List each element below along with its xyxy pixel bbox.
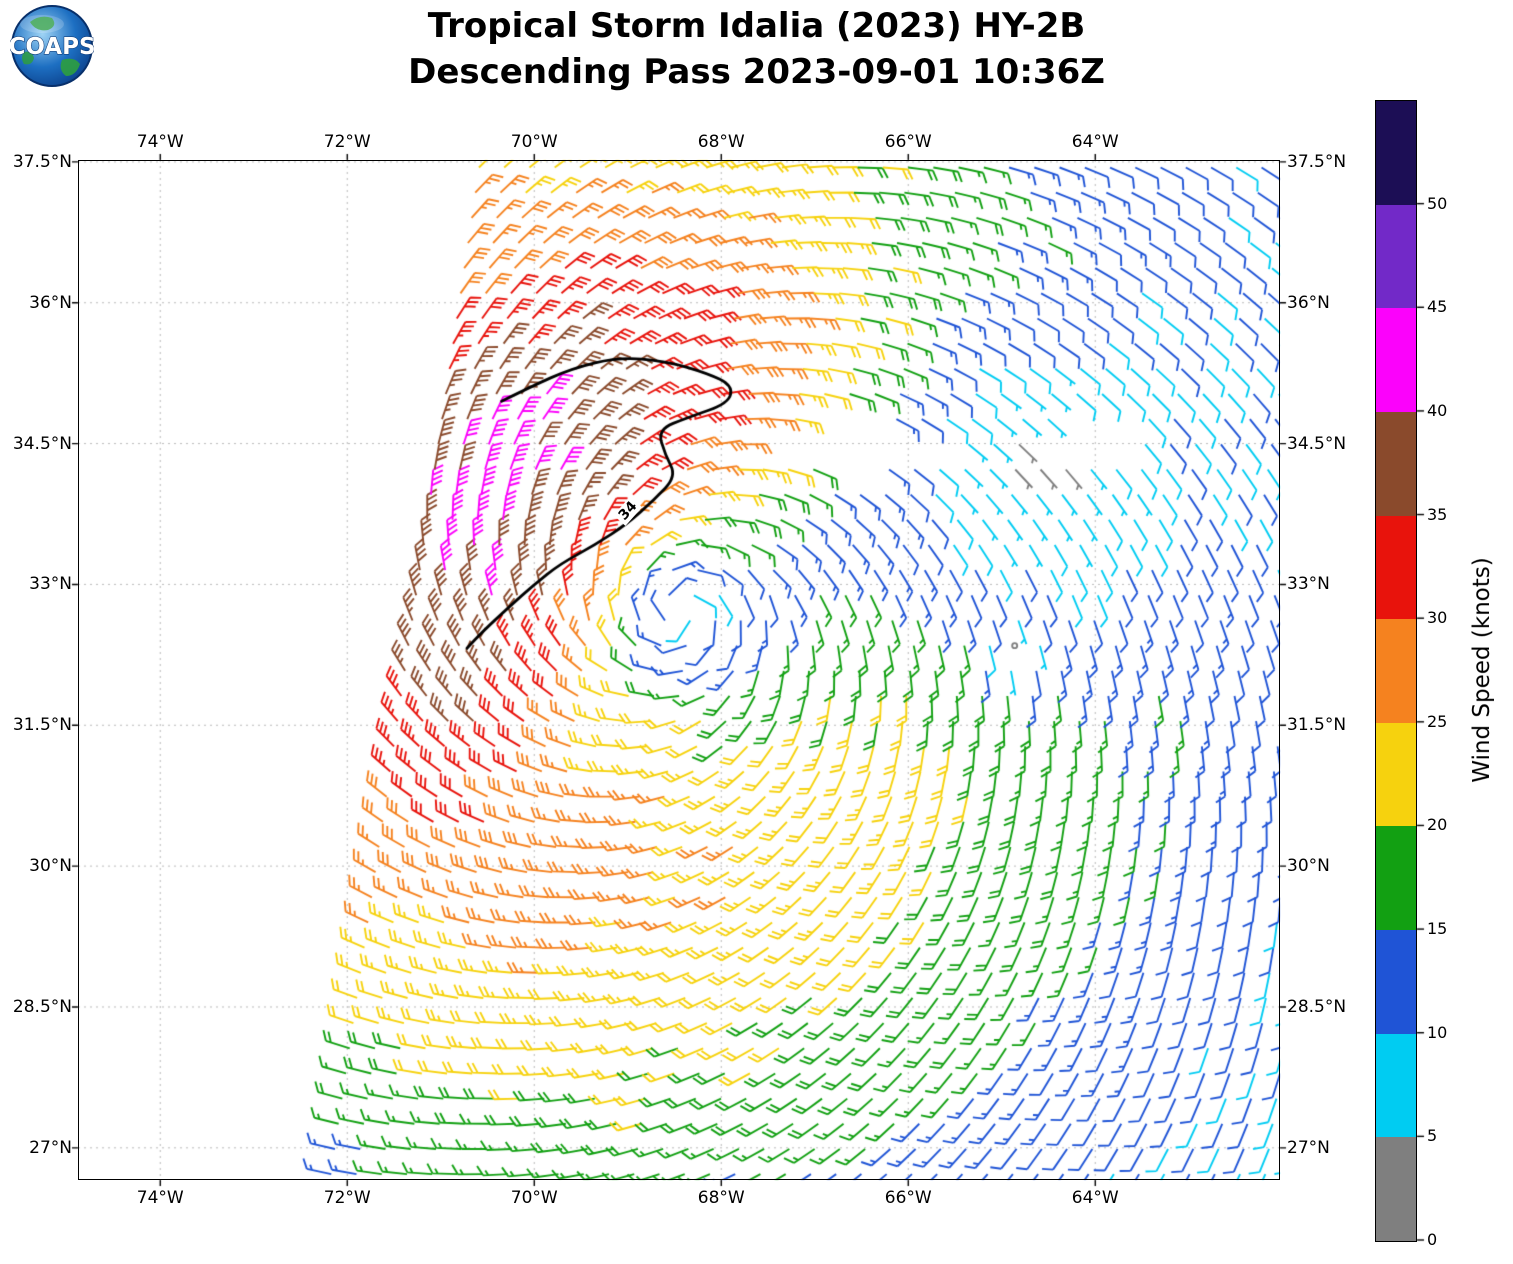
colorbar-segment-0-5 — [1376, 1137, 1416, 1242]
lon-tick-label-top: 66°W — [884, 132, 932, 152]
lon-tick-label-bottom: 70°W — [510, 1188, 558, 1208]
colorbar-tick-label: 40 — [1427, 400, 1448, 420]
lon-tick-label-top: 68°W — [697, 132, 745, 152]
colorbar-axis-label: Wind Speed (knots) — [1469, 557, 1495, 783]
colorbar-segment-15-20 — [1376, 826, 1416, 931]
lon-tick-label-bottom: 64°W — [1071, 1188, 1119, 1208]
lat-tick-label-left: 37.5°N — [12, 151, 72, 172]
colorbar-tick-label: 10 — [1427, 1022, 1448, 1042]
colorbar-segment-20-25 — [1376, 722, 1416, 827]
lat-tick-label-right: 27°N — [1287, 1137, 1330, 1158]
colorbar-segment-35-40 — [1376, 411, 1416, 516]
lon-tick-label-top: 64°W — [1071, 132, 1119, 152]
lon-tick-label-top: 72°W — [323, 132, 371, 152]
lat-tick-label-right: 36°N — [1287, 292, 1330, 313]
colorbar-tick-label: 15 — [1427, 919, 1448, 939]
colorbar-tick-label: 0 — [1427, 1230, 1438, 1249]
lon-tick-label-bottom: 68°W — [697, 1188, 745, 1208]
chart-title-line1: Tropical Storm Idalia (2023) HY-2B — [427, 6, 1086, 46]
colorbar-segment-50-55 — [1376, 101, 1416, 205]
globe-icon — [11, 5, 93, 87]
colorbar-segment-5-10 — [1376, 1033, 1416, 1138]
lat-tick-label-right: 34.5°N — [1287, 433, 1347, 454]
lon-tick-label-bottom: 72°W — [323, 1188, 371, 1208]
lat-tick-label-right: 33°N — [1287, 574, 1330, 595]
lat-tick-label-right: 30°N — [1287, 856, 1330, 877]
lat-tick-label-left: 30°N — [29, 856, 72, 877]
lat-tick-label-left: 31.5°N — [12, 715, 72, 736]
lat-tick-label-right: 28.5°N — [1287, 996, 1347, 1017]
colorbar-segment-30-35 — [1376, 515, 1416, 620]
lat-tick-label-left: 28.5°N — [12, 996, 72, 1017]
coaps-logo-text: COAPS — [10, 34, 94, 60]
chart-title-line2: Descending Pass 2023-09-01 10:36Z — [408, 52, 1105, 92]
lat-tick-label-left: 36°N — [29, 292, 72, 313]
lat-tick-label-left: 27°N — [29, 1137, 72, 1158]
lat-tick-label-left: 34.5°N — [12, 433, 72, 454]
colorbar-tick-label: 50 — [1427, 193, 1448, 213]
colorbar — [1375, 100, 1417, 1242]
lon-tick-label-bottom: 66°W — [884, 1188, 932, 1208]
lon-tick-label-top: 74°W — [136, 132, 184, 152]
colorbar-segment-40-45 — [1376, 308, 1416, 412]
colorbar-segment-10-15 — [1376, 930, 1416, 1034]
colorbar-segment-45-50 — [1376, 204, 1416, 309]
colorbar-tick-label: 25 — [1427, 711, 1448, 731]
colorbar-segment-25-30 — [1376, 619, 1416, 723]
colorbar-tick-label: 30 — [1427, 608, 1448, 628]
lon-tick-label-bottom: 74°W — [136, 1188, 184, 1208]
lat-tick-label-right: 31.5°N — [1287, 715, 1347, 736]
colorbar-tick-label: 5 — [1427, 1126, 1438, 1146]
colorbar-tick-label: 35 — [1427, 504, 1448, 524]
lon-tick-label-top: 70°W — [510, 132, 558, 152]
coaps-logo: COAPS — [10, 5, 94, 87]
colorbar-tick-label: 45 — [1427, 297, 1448, 317]
lat-tick-label-right: 37.5°N — [1287, 151, 1347, 172]
lat-tick-label-left: 33°N — [29, 574, 72, 595]
colorbar-tick-label: 20 — [1427, 815, 1448, 835]
